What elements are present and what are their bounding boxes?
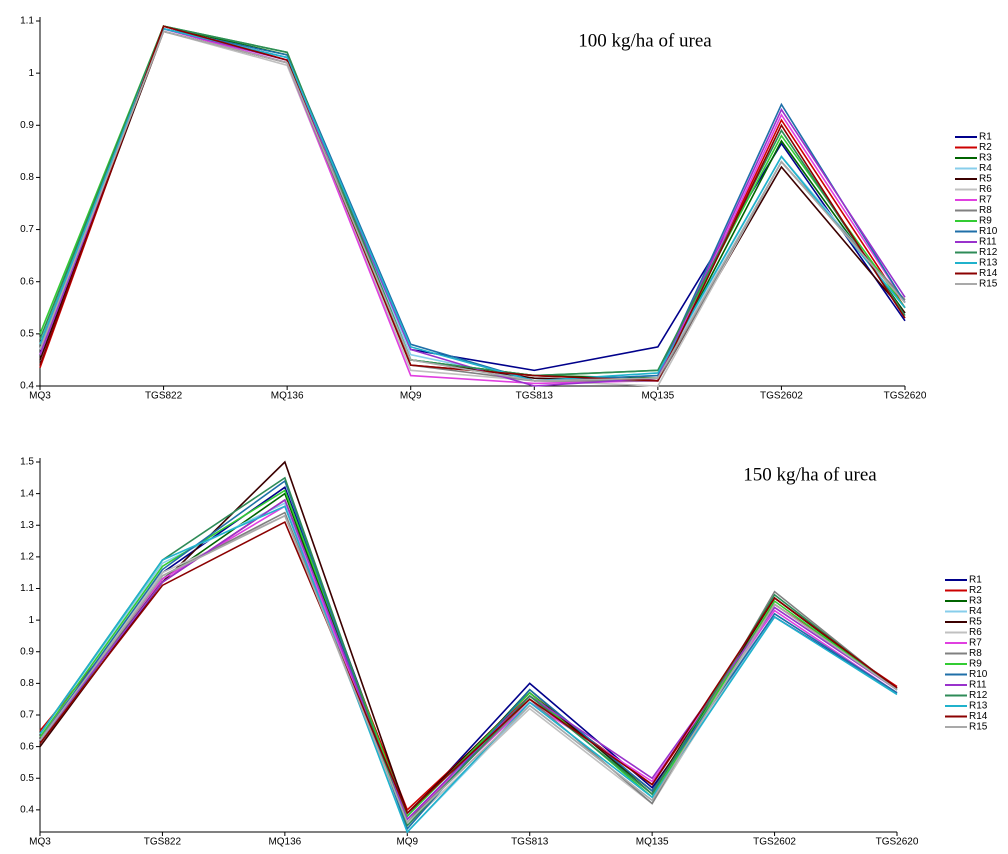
legend-label: R3 bbox=[969, 596, 982, 607]
legend-label: R5 bbox=[969, 617, 982, 628]
series-line bbox=[39, 27, 906, 387]
series-line bbox=[39, 27, 906, 382]
legend-label: R1 bbox=[969, 575, 982, 586]
y-tick-label: 1.5 bbox=[20, 457, 34, 468]
legend-label: R2 bbox=[979, 142, 992, 153]
legend-label: R4 bbox=[979, 163, 992, 174]
series-line bbox=[39, 25, 906, 382]
series-line bbox=[39, 30, 906, 387]
x-tick-label: MQ9 bbox=[396, 837, 418, 848]
y-tick-label: 0.6 bbox=[20, 741, 34, 752]
series-line bbox=[39, 30, 906, 382]
legend-label: R3 bbox=[979, 153, 992, 164]
y-tick-label: 0.7 bbox=[20, 224, 34, 235]
legend-label: R11 bbox=[979, 237, 997, 248]
series-line bbox=[39, 25, 906, 377]
x-tick-label: TGS813 bbox=[516, 391, 554, 402]
y-tick-label: 0.5 bbox=[20, 328, 34, 339]
x-tick-label: MQ9 bbox=[400, 391, 422, 402]
y-tick-label: 0.6 bbox=[20, 276, 34, 287]
annotation: 100 kg/ha of urea bbox=[578, 30, 712, 51]
legend-label: R5 bbox=[979, 174, 992, 185]
x-tick-label: TGS2602 bbox=[753, 837, 796, 848]
legend-label: R13 bbox=[979, 258, 998, 269]
legend-label: R9 bbox=[979, 216, 992, 227]
x-tick-label: MQ136 bbox=[268, 837, 301, 848]
series-line bbox=[39, 476, 898, 828]
legend-label: R10 bbox=[969, 669, 988, 680]
legend-label: R4 bbox=[969, 606, 982, 617]
legend-label: R6 bbox=[969, 627, 982, 638]
series-line bbox=[39, 505, 898, 821]
y-tick-label: 0.4 bbox=[20, 805, 34, 816]
x-tick-label: TGS813 bbox=[511, 837, 549, 848]
legend-label: R1 bbox=[979, 132, 992, 143]
x-tick-label: TGS2602 bbox=[760, 391, 803, 402]
x-tick-label: TGS2620 bbox=[884, 391, 927, 402]
y-tick-label: 1.1 bbox=[20, 583, 34, 594]
series-line bbox=[39, 25, 906, 377]
legend-label: R6 bbox=[979, 184, 992, 195]
series-line bbox=[39, 25, 906, 379]
legend-label: R8 bbox=[969, 648, 982, 659]
series-line bbox=[39, 489, 898, 818]
legend-label: R12 bbox=[969, 690, 988, 701]
y-tick-label: 0.8 bbox=[20, 172, 34, 183]
y-tick-label: 0.4 bbox=[20, 381, 34, 392]
series-line bbox=[39, 502, 898, 834]
series-line bbox=[39, 511, 898, 824]
y-tick-label: 0.9 bbox=[20, 646, 34, 657]
legend-label: R15 bbox=[969, 722, 988, 733]
series-line bbox=[39, 498, 898, 821]
legend-label: R14 bbox=[969, 711, 988, 722]
y-tick-label: 1.4 bbox=[20, 488, 34, 499]
y-tick-label: 0.7 bbox=[20, 710, 34, 721]
series-line bbox=[39, 27, 906, 385]
y-tick-label: 1.2 bbox=[20, 552, 34, 563]
legend-label: R7 bbox=[969, 638, 982, 649]
series-line bbox=[39, 492, 898, 825]
legend-label: R13 bbox=[969, 701, 988, 712]
series-line bbox=[39, 27, 906, 372]
y-tick-label: 1.3 bbox=[20, 520, 34, 531]
x-tick-label: TGS822 bbox=[144, 837, 182, 848]
legend-label: R14 bbox=[979, 268, 998, 279]
y-tick-label: 1 bbox=[28, 68, 34, 79]
legend-label: R11 bbox=[969, 680, 987, 691]
series-line bbox=[39, 30, 906, 382]
series-line bbox=[39, 514, 898, 824]
x-tick-label: MQ135 bbox=[641, 391, 674, 402]
legend-label: R15 bbox=[979, 279, 998, 290]
y-tick-label: 0.9 bbox=[20, 120, 34, 131]
legend-label: R10 bbox=[979, 226, 998, 237]
legend-label: R7 bbox=[979, 195, 992, 206]
x-tick-label: TGS2620 bbox=[876, 837, 919, 848]
series-line bbox=[39, 479, 898, 831]
y-tick-label: 0.5 bbox=[20, 773, 34, 784]
x-tick-label: MQ3 bbox=[29, 391, 51, 402]
x-tick-label: MQ135 bbox=[636, 837, 669, 848]
y-tick-label: 0.8 bbox=[20, 678, 34, 689]
y-tick-label: 1 bbox=[28, 615, 34, 626]
annotation: 150 kg/ha of urea bbox=[743, 464, 877, 485]
x-tick-label: TGS822 bbox=[145, 391, 183, 402]
x-tick-label: MQ3 bbox=[29, 837, 51, 848]
series-line bbox=[39, 27, 906, 382]
series-line bbox=[39, 25, 906, 382]
legend-label: R8 bbox=[979, 205, 992, 216]
y-tick-label: 1.1 bbox=[20, 16, 34, 27]
series-line bbox=[39, 27, 906, 382]
legend-label: R9 bbox=[969, 659, 982, 670]
x-tick-label: MQ136 bbox=[271, 391, 304, 402]
series-line bbox=[39, 505, 898, 834]
legend-label: R12 bbox=[979, 247, 998, 258]
series-line bbox=[39, 30, 906, 382]
legend-label: R2 bbox=[969, 585, 982, 596]
series-line bbox=[39, 520, 898, 815]
